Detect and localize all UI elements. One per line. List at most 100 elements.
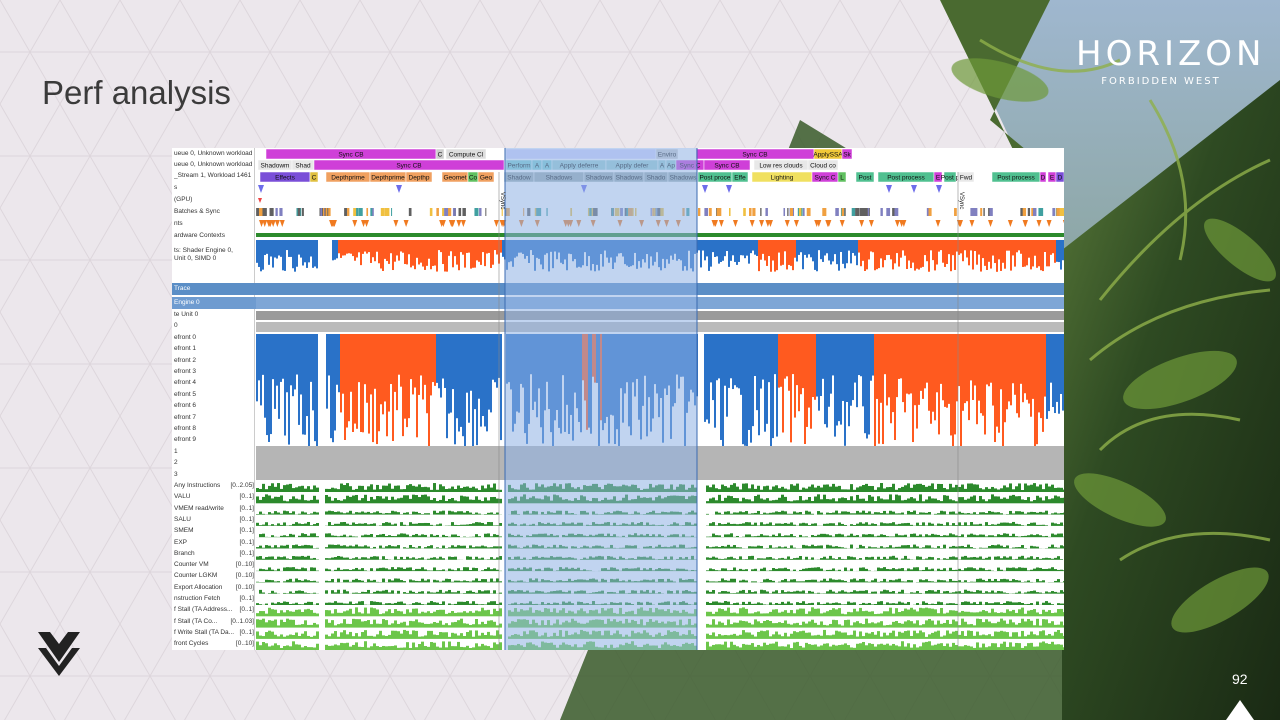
counter-bar xyxy=(409,498,412,504)
queue-label: _Stream 1, Workload 1461 xyxy=(174,172,254,179)
wave-column xyxy=(970,240,972,251)
counter-bar xyxy=(811,513,814,515)
counter-bar xyxy=(820,635,823,639)
counter-bar xyxy=(925,512,928,515)
counter-bar xyxy=(1033,590,1036,594)
batch-mark xyxy=(852,208,856,216)
counter-bar xyxy=(859,486,862,492)
wavefront-column xyxy=(984,334,986,435)
counter-bar xyxy=(1015,558,1018,560)
counter-bar xyxy=(1051,498,1054,504)
counter-bar xyxy=(835,486,838,492)
counter-bar xyxy=(772,591,775,594)
wavefront-column xyxy=(490,334,492,413)
event-marker xyxy=(330,220,336,227)
wavefront-column xyxy=(494,334,496,383)
wave-column xyxy=(712,240,714,253)
counter-bar xyxy=(301,533,304,538)
counter-bar xyxy=(382,547,385,549)
counter-bar xyxy=(388,483,391,492)
counter-bar xyxy=(757,631,760,639)
counter-bar xyxy=(436,635,439,639)
counter-bar xyxy=(937,523,940,526)
counter-bar xyxy=(259,545,262,549)
counter-bar xyxy=(274,592,277,594)
counter-bar xyxy=(385,620,388,628)
wave-column xyxy=(1024,240,1026,267)
counter-bar xyxy=(784,535,787,538)
event-marker xyxy=(1036,220,1042,227)
counter-bar xyxy=(991,494,994,504)
counter-bar xyxy=(367,546,370,549)
wavefront-column xyxy=(326,334,328,409)
logo-main-text: HORIZON xyxy=(1076,34,1266,74)
counter-bar xyxy=(952,603,955,605)
counter-bar xyxy=(1015,580,1018,583)
wavefront-column xyxy=(892,334,894,413)
counter-bar xyxy=(382,533,385,538)
counter-bar xyxy=(886,536,889,538)
wavefront-column xyxy=(328,334,330,376)
counter-bar xyxy=(793,524,796,526)
counter-bar xyxy=(424,635,427,639)
counter-bar xyxy=(781,486,784,492)
counter-bar xyxy=(706,546,709,549)
counter-bar xyxy=(718,546,721,549)
counter-bar xyxy=(1057,629,1060,639)
logo-sub-text: FORBIDDEN WEST xyxy=(1101,76,1221,87)
counter-bar xyxy=(1015,511,1018,515)
counter-bar xyxy=(298,535,301,538)
wavefront-column xyxy=(972,334,974,400)
wavefront-column xyxy=(886,334,888,406)
counter-bar xyxy=(1027,557,1030,560)
wave-column xyxy=(492,240,494,265)
marker-triangle xyxy=(258,185,264,193)
counter-bar xyxy=(928,618,931,628)
wavefront-column xyxy=(1036,334,1038,445)
counter-bar xyxy=(406,567,409,572)
queue-event-label: Cloud co xyxy=(810,163,836,170)
counter-bar xyxy=(343,630,346,639)
counter-bar xyxy=(772,486,775,492)
counter-bar xyxy=(796,609,799,617)
counter-bar xyxy=(475,546,478,549)
wavefront-column xyxy=(408,334,410,419)
counter-bar xyxy=(808,621,811,628)
wavefront-column xyxy=(358,334,360,383)
counter-bar xyxy=(1027,610,1030,617)
counter-label: front Cycles [0..10] xyxy=(174,640,254,647)
wavefront-column xyxy=(820,334,822,397)
wavefront-column xyxy=(924,334,926,389)
counter-bar xyxy=(277,645,280,650)
counter-bar xyxy=(988,569,991,572)
counter-bar xyxy=(412,547,415,549)
wave-column xyxy=(418,240,420,265)
counter-bar xyxy=(907,483,910,492)
counter-bar xyxy=(424,569,427,572)
wave-column xyxy=(768,240,770,257)
counter-bar xyxy=(349,646,352,650)
counter-bar xyxy=(835,620,838,628)
counter-bar xyxy=(268,485,271,492)
counter-bar xyxy=(367,579,370,583)
counter-bar xyxy=(331,511,334,515)
counter-bar xyxy=(904,631,907,639)
wave-column xyxy=(434,240,436,266)
counter-bar xyxy=(295,602,298,605)
counter-bar xyxy=(802,581,805,583)
counter-bar xyxy=(1033,609,1036,617)
batch-mark xyxy=(783,208,786,216)
wave-column xyxy=(988,240,990,262)
counter-bar xyxy=(1063,581,1064,583)
counter-bar xyxy=(886,499,889,504)
counter-bar xyxy=(889,523,892,526)
counter-bar xyxy=(763,620,766,628)
counter-bar xyxy=(412,591,415,594)
counter-bar xyxy=(496,557,499,560)
batch-mark xyxy=(980,208,983,216)
counter-bar xyxy=(451,622,454,628)
counter-bar xyxy=(958,634,961,639)
wave-column xyxy=(944,240,946,267)
counter-bar xyxy=(985,501,988,504)
counter-bar xyxy=(373,591,376,594)
